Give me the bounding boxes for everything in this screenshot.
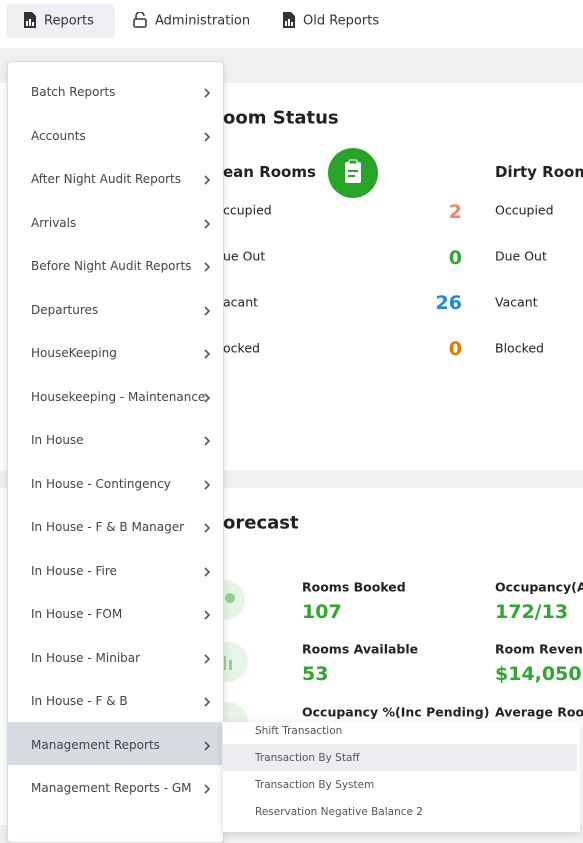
- row-label: ocked: [223, 340, 260, 356]
- column-title: ean Rooms: [223, 163, 316, 181]
- nav-tab[interactable]: Reports: [44, 13, 94, 29]
- menu-item[interactable]: Management Reports - GM: [31, 781, 192, 795]
- stat-label: Rooms Available: [302, 641, 419, 657]
- menu-item[interactable]: In House - FOM: [31, 607, 123, 621]
- submenu-item[interactable]: Reservation Negative Balance 2: [255, 806, 423, 818]
- report-icon: [24, 12, 36, 28]
- chevron: [204, 610, 211, 620]
- submenu-item[interactable]: Shift Transaction: [255, 725, 343, 737]
- chevron: [204, 479, 211, 490]
- submenu-item[interactable]: Transaction By Staff: [255, 752, 360, 764]
- stat-value: 172/13: [495, 601, 569, 623]
- row-label: ccupied: [223, 202, 272, 218]
- stat-label: Occupancy(Adu: [495, 579, 583, 595]
- row-label: Occupied: [495, 202, 554, 218]
- menu-item[interactable]: Management Reports: [31, 737, 160, 752]
- stat-label: Room Revenue: [495, 641, 583, 657]
- menu-item[interactable]: Arrivals: [31, 215, 77, 230]
- stat-label: Average Room: [495, 704, 583, 720]
- chevron: [204, 697, 211, 707]
- dropdown-menu: [7, 61, 224, 843]
- menu-item[interactable]: In House - Fire: [31, 563, 117, 578]
- menu-item[interactable]: In House - Minibar: [31, 650, 141, 665]
- chevron: [204, 436, 211, 446]
- menu-item[interactable]: In House: [31, 433, 84, 447]
- column-title: Dirty Rooms: [495, 163, 583, 181]
- row-value: 2: [448, 201, 462, 223]
- chevron: [204, 349, 211, 359]
- menu-item[interactable]: Departures: [31, 302, 99, 317]
- submenu-highlight: [223, 744, 577, 771]
- chevron: [204, 566, 211, 577]
- chevron: [204, 653, 211, 664]
- menu-item[interactable]: In House - Contingency: [31, 476, 171, 491]
- clipboard-icon: [328, 148, 378, 198]
- stat-label: Rooms Booked: [302, 579, 406, 595]
- chevron: [204, 305, 211, 316]
- lock-icon: [133, 12, 147, 28]
- row-label: Blocked: [495, 340, 544, 356]
- menu-highlight: [8, 722, 222, 765]
- nav-tab[interactable]: Old Reports: [303, 13, 380, 29]
- menu-item[interactable]: Batch Reports: [31, 85, 116, 99]
- stat-value: 107: [302, 601, 342, 623]
- chevron: [204, 392, 211, 403]
- menu-item[interactable]: In House - F & B Manager: [31, 520, 185, 534]
- stat-label: Occupancy %(Inc Pending): [302, 704, 490, 720]
- row-label: ue Out: [223, 248, 266, 264]
- row-value: 0: [448, 247, 462, 269]
- row-label: acant: [223, 294, 259, 310]
- submenu-item[interactable]: Transaction By System: [255, 779, 375, 791]
- chevron: [204, 175, 211, 185]
- row-label: Due Out: [495, 248, 547, 264]
- row-value: 26: [435, 292, 462, 314]
- chevron: [204, 523, 211, 533]
- menu-item[interactable]: After Night Audit Reports: [31, 172, 181, 186]
- section-title: orecast: [223, 512, 299, 534]
- chevron: [204, 131, 211, 142]
- menu-item[interactable]: Accounts: [31, 128, 86, 143]
- stat-value: $14,050.4: [495, 663, 583, 685]
- menu-item[interactable]: Before Night Audit Reports: [31, 259, 192, 273]
- report-icon: [283, 12, 295, 28]
- chevron: [204, 88, 211, 98]
- stat-value: 53: [302, 663, 329, 685]
- nav-tab[interactable]: Administration: [155, 13, 251, 29]
- chevron: [204, 784, 211, 794]
- menu-item[interactable]: In House - F & B: [31, 694, 128, 708]
- menu-item[interactable]: Housekeeping - Maintenance: [31, 389, 206, 404]
- section-title: oom Status: [223, 107, 339, 129]
- chevron: [204, 740, 211, 751]
- row-label: Vacant: [495, 294, 538, 310]
- submenu: [223, 722, 580, 832]
- chevron: [204, 218, 211, 229]
- menu-item[interactable]: HouseKeeping: [31, 346, 117, 360]
- row-value: 0: [448, 338, 462, 360]
- chevron: [204, 262, 211, 272]
